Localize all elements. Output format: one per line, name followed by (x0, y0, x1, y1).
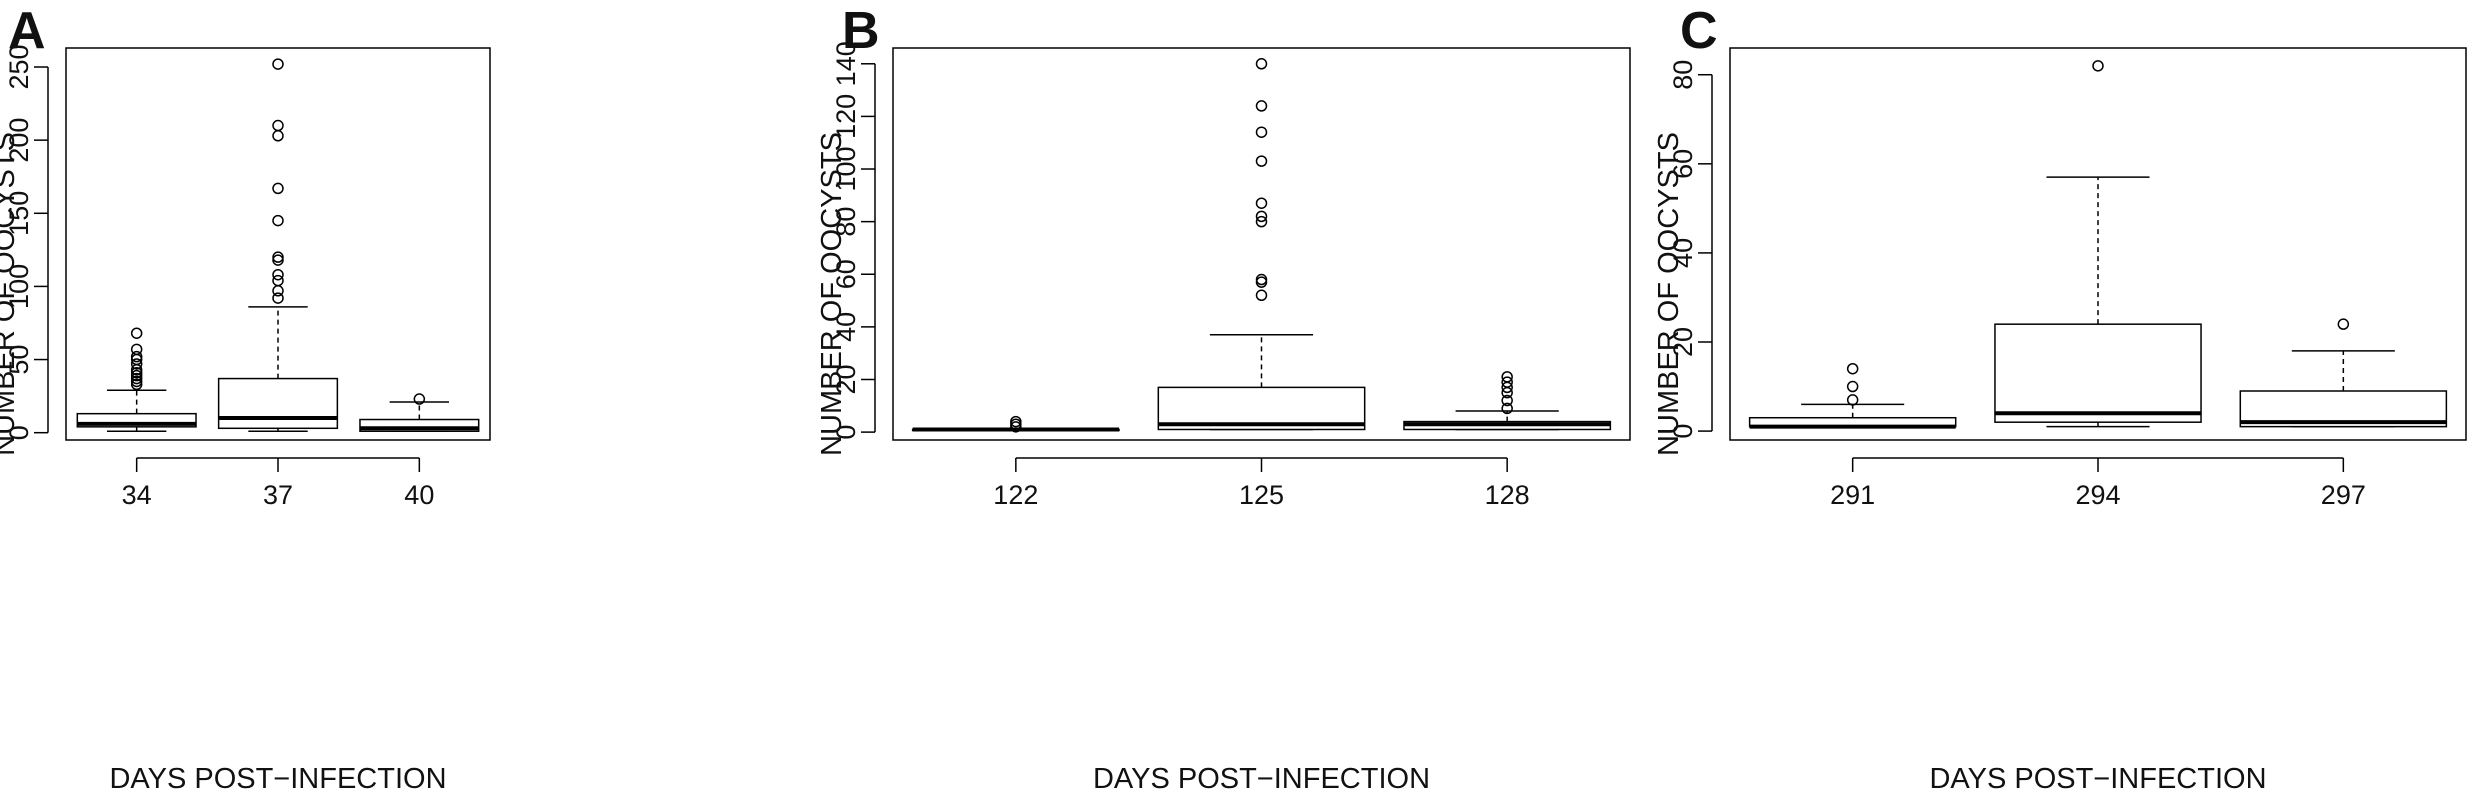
outlier-point (1501, 402, 1513, 415)
box-iqr (1994, 323, 2202, 423)
y-tick-label: 60 (1668, 149, 1698, 179)
outlier-point (272, 58, 284, 70)
y-tick-label: 0 (1668, 424, 1698, 439)
outlier-point (1255, 126, 1268, 138)
y-tick-label: 80 (1668, 60, 1698, 90)
outlier-point (1846, 362, 1859, 375)
outlier-point (1501, 371, 1513, 383)
x-axis-title: DAYS POST−INFECTION (109, 763, 446, 795)
y-tick-label: 50 (4, 345, 34, 375)
outlier-point (1010, 415, 1022, 428)
outlier-point (272, 292, 284, 304)
y-tick-label: 0 (4, 425, 34, 440)
x-tick-label: 34 (122, 480, 152, 510)
y-tick-label: 40 (1668, 238, 1698, 268)
box-294 (1994, 60, 2202, 428)
outlier-point (130, 327, 143, 339)
outlier-point (1846, 380, 1859, 393)
outlier-point (130, 350, 143, 363)
y-tick-label: 140 (831, 41, 861, 86)
y-tick-label: 80 (831, 207, 861, 237)
outlier-point (130, 375, 143, 388)
x-tick-label: 40 (404, 480, 434, 510)
outlier-point (272, 285, 284, 297)
y-tick-label: 100 (4, 264, 34, 309)
outlier-point (272, 130, 284, 142)
x-axis-title: DAYS POST−INFECTION (1093, 763, 1430, 795)
outlier-point (272, 274, 284, 287)
panel-letter: A (8, 2, 46, 60)
outlier-point (130, 343, 143, 356)
y-axis-title: NUMBER OF OOCYSTS (1653, 132, 1685, 456)
box-iqr (217, 377, 339, 430)
x-axis-title: DAYS POST−INFECTION (1929, 763, 2266, 795)
outlier-point (1501, 394, 1513, 407)
y-tick-label: 200 (4, 118, 34, 163)
outlier-point (1846, 394, 1859, 406)
outlier-point (1501, 376, 1513, 388)
outlier-point (1255, 289, 1268, 302)
outlier-point (272, 119, 284, 132)
x-tick-label: 294 (2075, 480, 2120, 510)
box-iqr (359, 418, 480, 432)
outlier-point (1255, 155, 1268, 167)
outlier-point (130, 369, 143, 382)
outlier-point (1255, 215, 1268, 228)
outlier-point (1255, 273, 1268, 286)
outlier-point (2092, 60, 2104, 72)
y-tick-label: 60 (831, 259, 861, 289)
y-tick-label: 120 (831, 94, 861, 139)
outlier-point (272, 251, 284, 263)
x-tick-label: 125 (1239, 480, 1284, 510)
outlier-point (1255, 197, 1268, 209)
outlier-point (1255, 58, 1268, 70)
outlier-point (272, 254, 284, 266)
outlier-point (130, 378, 143, 391)
plot-frame (1729, 47, 2467, 441)
panel-a: A 0 50 100 150 200 250 NUMBER OF OOCYSTS 34 37 40 D… (0, 2, 491, 795)
y-tick-label: 40 (831, 312, 861, 342)
outlier-point (130, 366, 143, 379)
x-tick-label: 297 (2321, 480, 2366, 510)
y-tick-label: 20 (831, 364, 861, 394)
box-40 (359, 393, 480, 432)
box-34 (76, 327, 197, 432)
y-tick-label: 250 (4, 44, 34, 89)
panel-letter: B (842, 2, 880, 60)
box-122 (911, 415, 1120, 433)
y-axis-title: NUMBER OF OOCYSTS (0, 132, 21, 456)
y-axis-title: NUMBER OF OOCYSTS (816, 132, 848, 456)
box-291 (1748, 362, 1957, 429)
box-297 (2239, 318, 2448, 428)
x-tick-label: 291 (1830, 480, 1875, 510)
plot-frame (892, 47, 1631, 441)
panel-b: B 0 20 40 60 80 100 120 140 NUMBER OF OOCYSTS 122 1… (816, 2, 1631, 795)
box-37 (217, 58, 339, 432)
box-128 (1403, 371, 1612, 431)
outlier-point (272, 214, 284, 227)
outlier-point (130, 358, 143, 370)
y-tick-label: 150 (4, 191, 34, 236)
outlier-point (1255, 100, 1268, 112)
box-125 (1157, 58, 1366, 431)
panel-letter: C (1680, 2, 1718, 60)
y-tick-label: 0 (831, 425, 861, 440)
y-tick-label: 100 (831, 146, 861, 191)
x-tick-label: 37 (263, 480, 293, 510)
plot-frame (65, 47, 491, 441)
outlier-point (130, 372, 143, 385)
outlier-point (272, 268, 284, 281)
outlier-point (2337, 318, 2350, 330)
x-tick-label: 122 (993, 480, 1038, 510)
y-tick-label: 20 (1668, 327, 1698, 357)
outlier-point (1255, 210, 1268, 223)
panel-c: C 0 20 40 60 80 NUMBER OF OOCYSTS 291 294 297 DAYS… (1653, 2, 2467, 795)
outlier-point (272, 182, 284, 195)
x-tick-label: 128 (1485, 480, 1530, 510)
outlier-point (413, 393, 426, 405)
